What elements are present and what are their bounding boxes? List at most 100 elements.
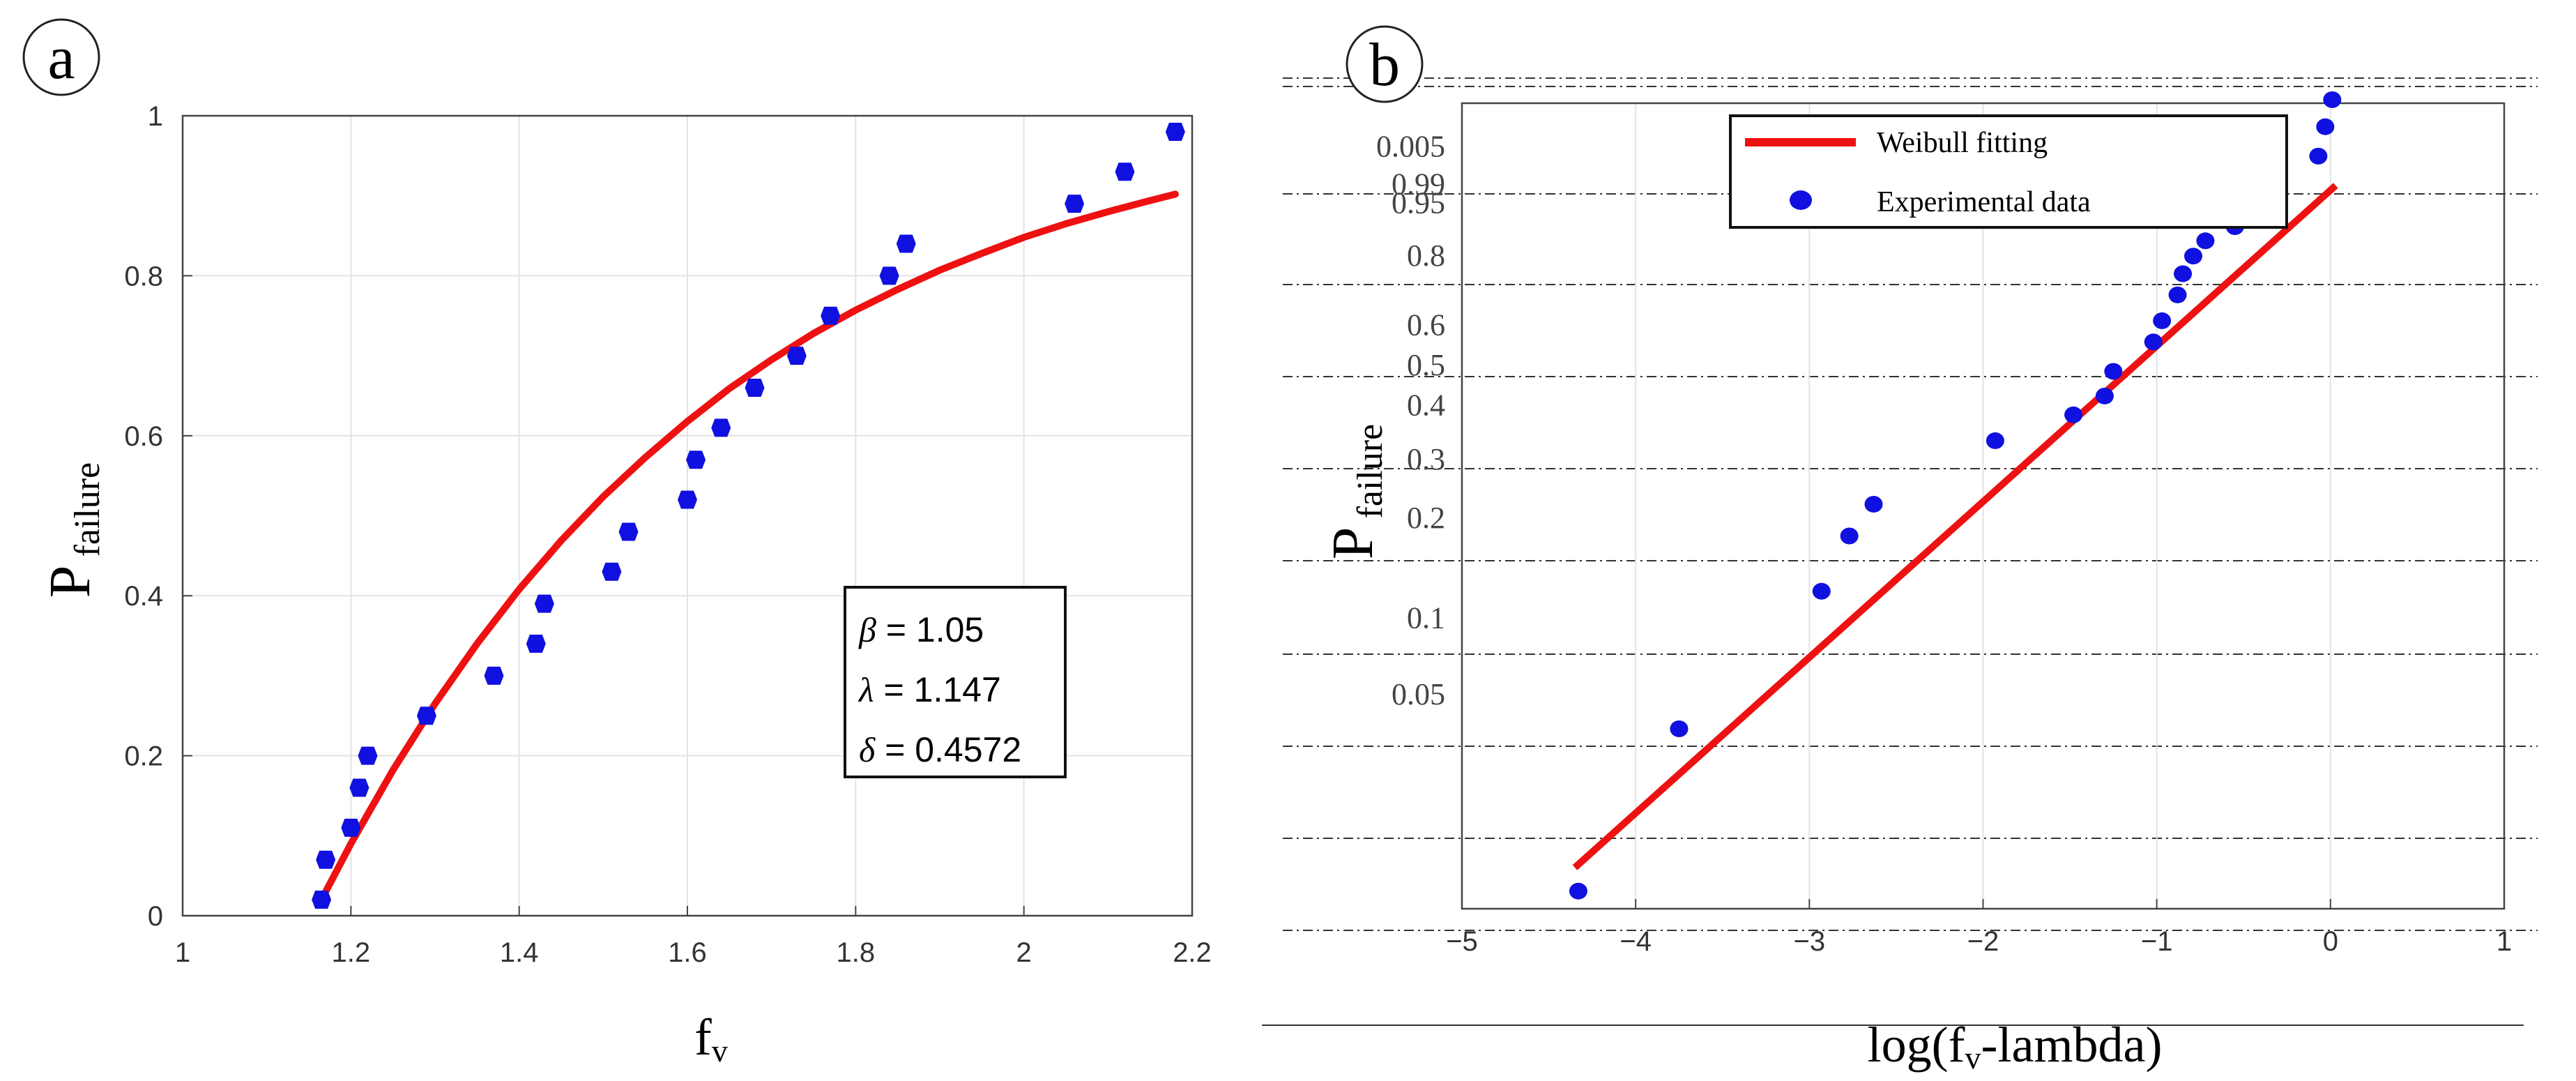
panel-b-label: b [1369,31,1400,99]
y-tick-label: 0.3 [1407,442,1445,476]
data-point [1812,582,1831,600]
data-point [821,306,841,325]
chart-a-xticks: 1 1.2 1.4 1.6 1.8 2 2.2 [175,906,1212,968]
chart-a-yticks: 0 0.2 0.4 0.6 0.8 1 [124,101,192,932]
data-point [2153,312,2172,329]
chart-b-fit-line [1572,183,2338,870]
chart-b-dashed-grid [1283,77,2538,931]
data-point [484,666,504,685]
x-tick-label: −5 [1446,926,1478,957]
data-point [678,490,697,509]
data-point [1065,195,1085,213]
data-point [2183,248,2202,265]
panel-a-badge [22,18,100,96]
x-tick-label: −2 [1967,926,1999,957]
x-tick-label: −3 [1794,926,1826,957]
data-point [879,266,899,285]
annotation-box [844,586,1067,778]
data-point [358,746,378,765]
x-tick-label: 1.4 [500,937,539,968]
data-point [711,418,731,437]
x-tick-label: 1.2 [332,937,371,968]
x-tick-label: 1 [2497,926,2512,957]
y-tick-label: 0.2 [124,741,163,772]
y-tick-label: 0.6 [1407,308,1445,342]
data-point [341,818,361,837]
x-tick-label: 1.8 [837,937,876,968]
data-point [312,891,332,909]
data-point [2174,265,2193,282]
data-point [2168,286,2187,303]
annotation-beta: β = 1.05 [858,610,984,649]
y-tick-label: 0.5 [1407,348,1445,382]
panel-b-badge [1346,25,1424,103]
x-tick-label: 1 [175,937,190,968]
data-point [1864,495,1883,513]
x-tick-label: 2.2 [1173,937,1212,968]
chart-b-ylabel: Pfailure [1320,424,1390,559]
annotation-delta: δ = 0.4572 [859,730,1021,769]
data-point [602,562,622,581]
data-point [618,522,639,541]
y-tick-label: 0.99 [1392,167,1445,201]
chart-a-fit-line [318,190,1179,904]
data-point [1670,720,1689,738]
y-tick-label: 0.4 [1407,388,1445,422]
data-point [2104,363,2123,380]
data-point [2144,333,2163,351]
data-point [2316,118,2335,135]
data-point [1840,527,1859,545]
chart-b-yticks: 0.005 0.990.95 0.8 0.6 0.5 0.4 0.3 0.2 0.1 0.05 [1376,129,1445,711]
chart-b-xticks: −5 −4 −3 −2 −1 0 1 [1446,899,2512,957]
annotation-lambda: λ = 1.147 [858,670,1001,709]
chart-b-legend: Weibull fitting Experimental data [1729,114,2288,229]
data-point [2095,387,2114,405]
x-tick-label: 0 [2323,926,2338,957]
panel-a-label: a [47,24,75,92]
y-tick-label: 0.95 [1392,186,1445,220]
data-point [2309,147,2328,165]
data-point [2064,406,2083,423]
data-point [745,378,765,397]
chart-a-grid [182,115,1193,916]
y-tick-label: 0.1 [1407,601,1445,635]
panel-a: a 1 1.2 1.4 1.6 1.8 2 2.2 0 0.2 0.4 0.6 0.8 1 β = 1… [22,18,1212,1068]
y-tick-label: 0.05 [1392,677,1445,711]
chart-b-xlabel: log(fv-lambda) [1868,1017,2163,1075]
data-point [526,635,546,653]
data-point [534,594,554,613]
x-tick-label: 1.6 [668,937,707,968]
fit-line [1572,183,2338,870]
data-point [686,451,706,469]
y-tick-label: 0.4 [124,581,163,612]
panel-b: b −5 −4 −3 −2 −1 0 1 0.005 0.990.95 0.8 0.6 0.5 0.4… [1262,25,2538,1075]
y-tick-label: 0 [148,901,163,932]
data-point [2196,232,2215,250]
data-point [1115,162,1135,181]
chart-a-xlabel: fv [694,1009,728,1068]
y-tick-label: 0.2 [1407,501,1445,535]
fit-curve [318,190,1179,904]
x-tick-label: −1 [2141,926,2173,957]
data-point [1986,432,2004,449]
data-point [896,234,916,253]
data-point [1569,882,1587,900]
data-point [1165,122,1185,141]
x-tick-label: 2 [1016,937,1032,968]
legend-point-swatch [1790,190,1812,210]
data-point [416,706,436,725]
y-tick-label: 0.005 [1376,129,1445,163]
data-point [316,850,336,869]
chart-a-annotation: β = 1.05 λ = 1.147 δ = 0.4572 [844,586,1067,778]
y-tick-label: 0.8 [1407,239,1445,273]
data-point [2323,91,2342,108]
y-tick-label: 1 [148,101,163,132]
legend-box [1729,114,2288,229]
legend-item-data: Experimental data [1877,186,2091,218]
data-point [349,778,369,797]
x-tick-label: −4 [1619,926,1652,957]
chart-a-ylabel: Pfailure [38,462,107,598]
legend-item-fit: Weibull fitting [1877,127,2048,159]
data-point [786,347,807,365]
